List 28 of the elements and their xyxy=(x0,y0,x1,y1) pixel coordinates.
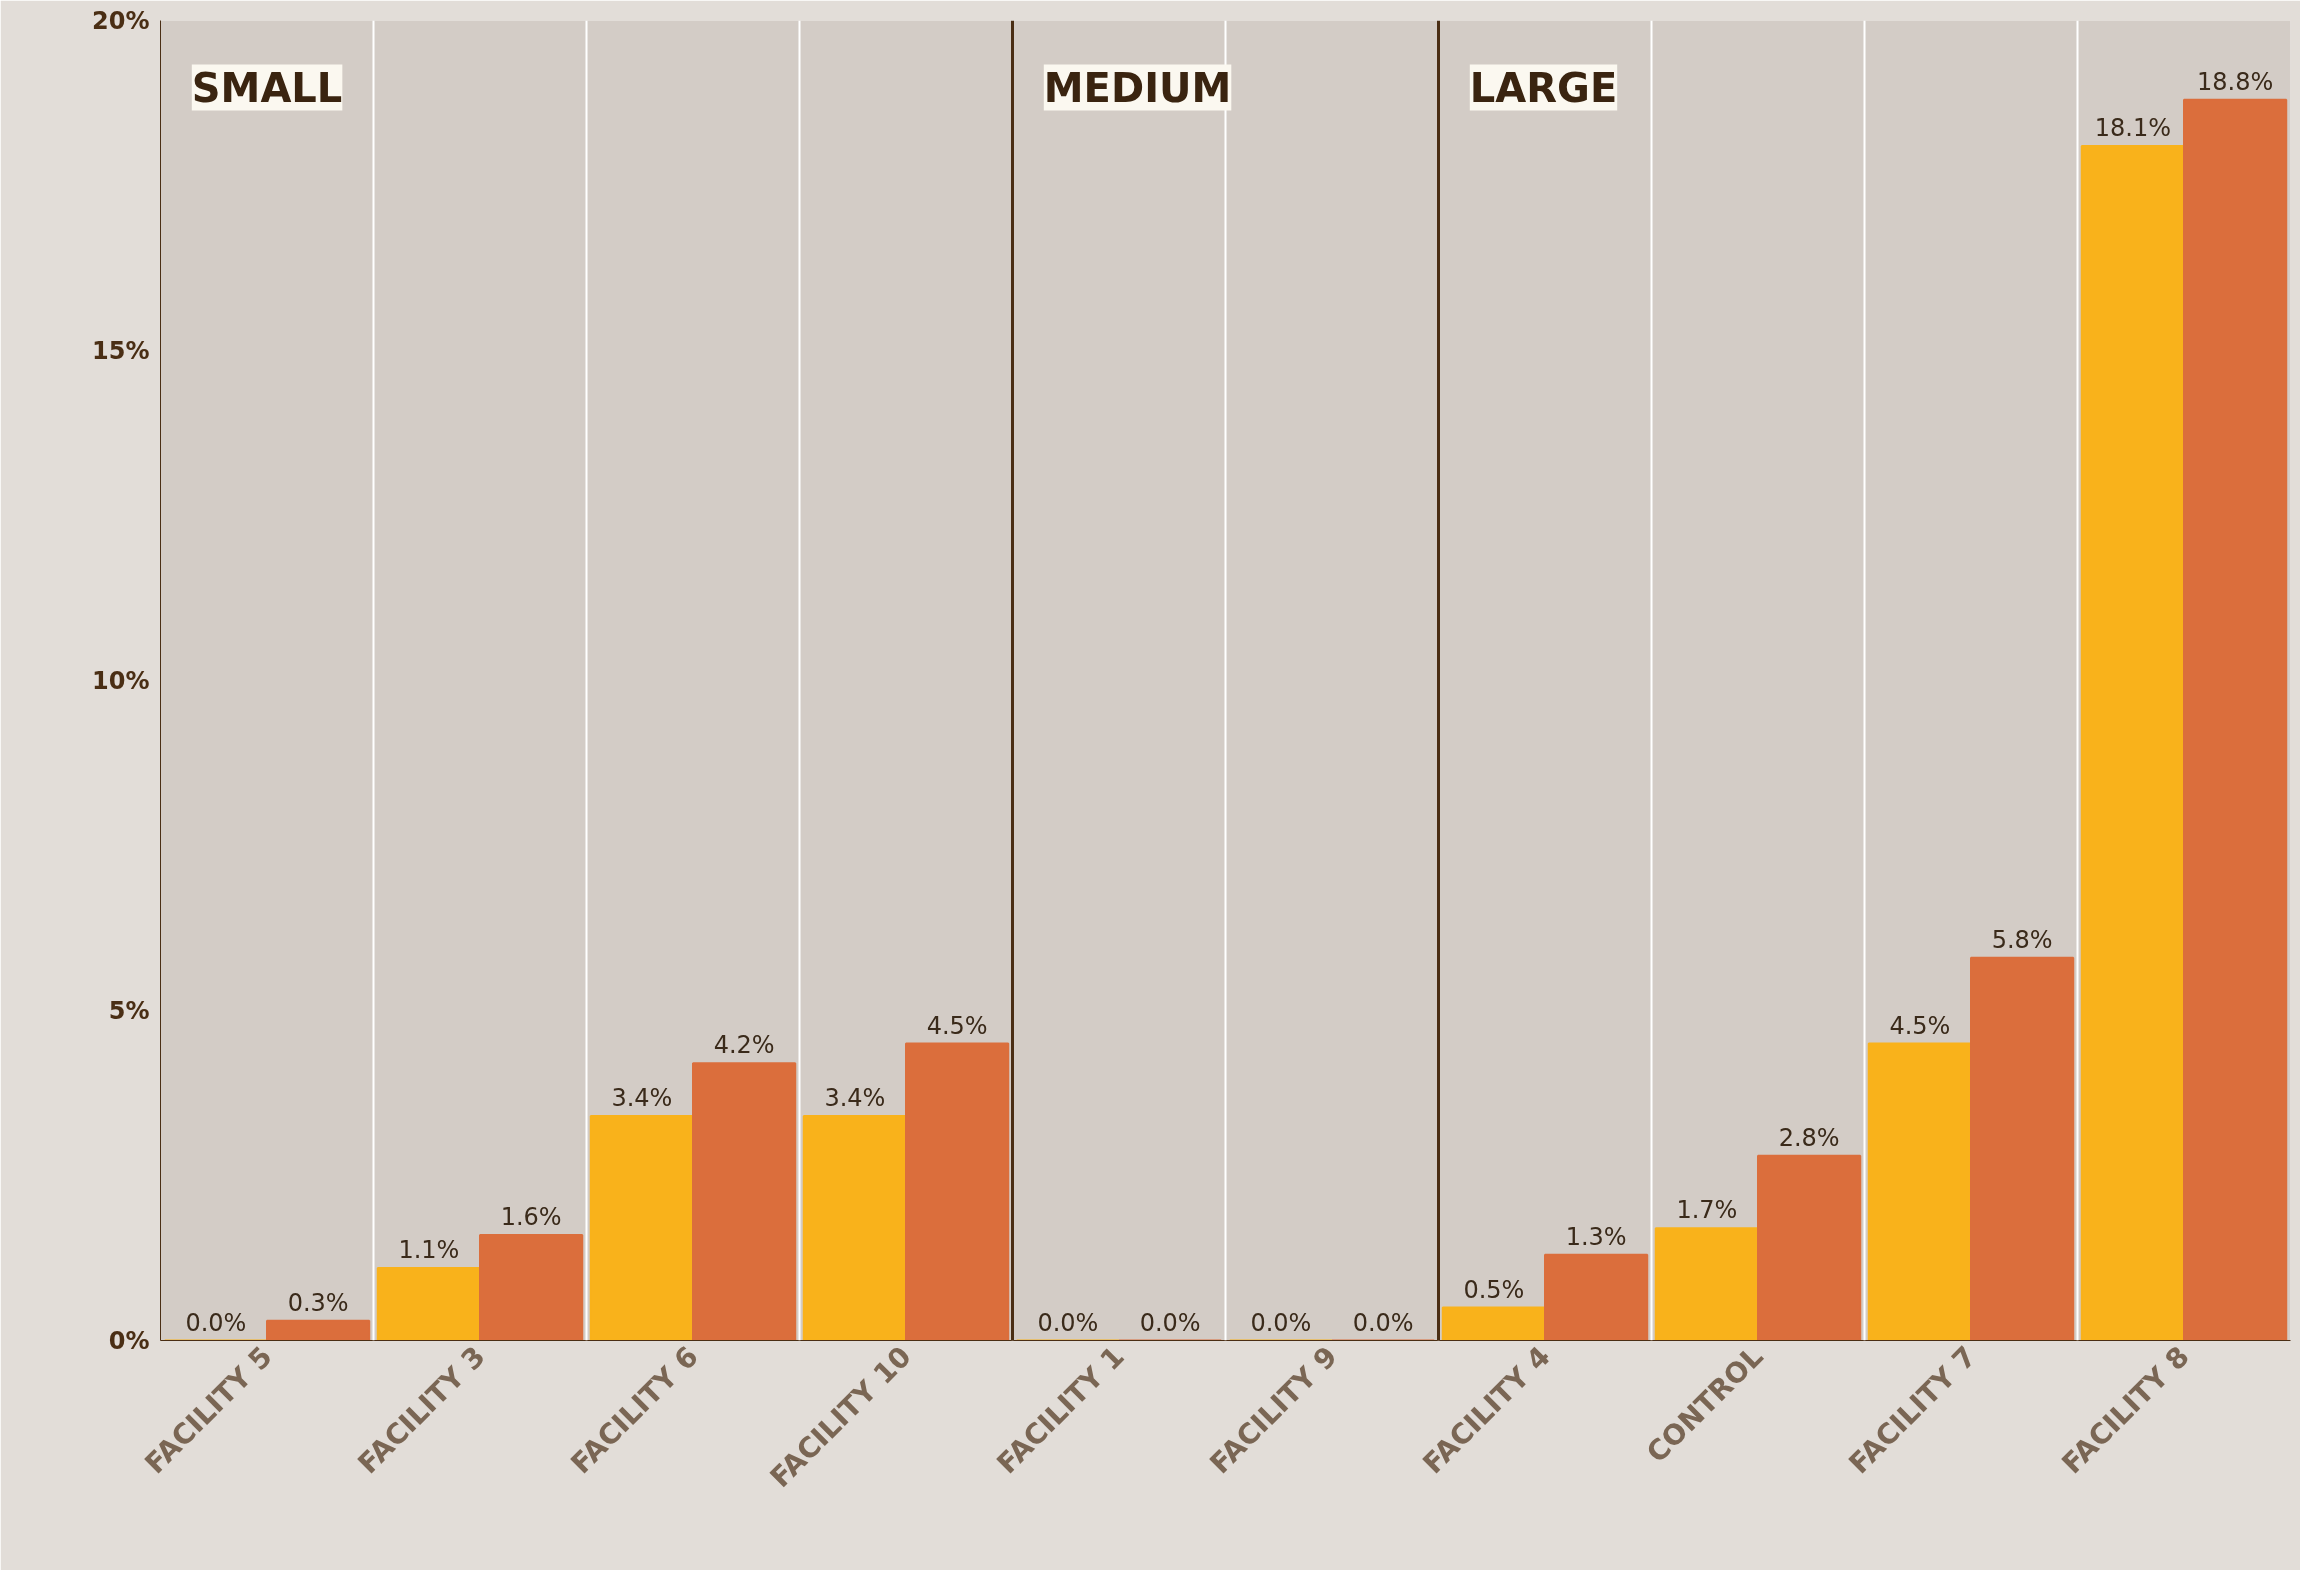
data-label: 0.0% xyxy=(1037,1308,1099,1337)
data-label: 1.3% xyxy=(1565,1222,1627,1251)
data-label: 3.4% xyxy=(824,1084,886,1113)
y-tick-label: 0% xyxy=(108,1326,150,1355)
annotation: MEDIUM xyxy=(1043,64,1232,111)
data-label: 1.7% xyxy=(1676,1196,1738,1225)
y-tick-label: 20% xyxy=(92,6,150,35)
y-tick-label: 15% xyxy=(92,336,150,365)
data-label: 0.3% xyxy=(287,1288,349,1317)
data-label: 0.0% xyxy=(1139,1308,1201,1337)
data-label: 3.4% xyxy=(611,1084,673,1113)
y-tick-label: 10% xyxy=(92,666,150,695)
data-label: 0.5% xyxy=(1463,1275,1525,1304)
data-label: 18.8% xyxy=(2197,67,2274,96)
annotation: LARGE xyxy=(1469,64,1618,111)
data-label: 4.2% xyxy=(713,1031,775,1060)
data-label: 5.8% xyxy=(1991,925,2053,954)
annotation: SMALL xyxy=(191,64,343,111)
y-tick-label: 5% xyxy=(108,996,150,1025)
data-label: 2.8% xyxy=(1778,1123,1840,1152)
data-label: 0.0% xyxy=(1352,1308,1414,1337)
data-label: 1.6% xyxy=(500,1202,562,1231)
data-label: 0.0% xyxy=(185,1308,247,1337)
data-label: 4.5% xyxy=(926,1011,988,1040)
data-label: 4.5% xyxy=(1889,1011,1951,1040)
data-label: 0.0% xyxy=(1250,1308,1312,1337)
data-label: 1.1% xyxy=(398,1235,460,1264)
data-label: 18.1% xyxy=(2094,113,2172,142)
